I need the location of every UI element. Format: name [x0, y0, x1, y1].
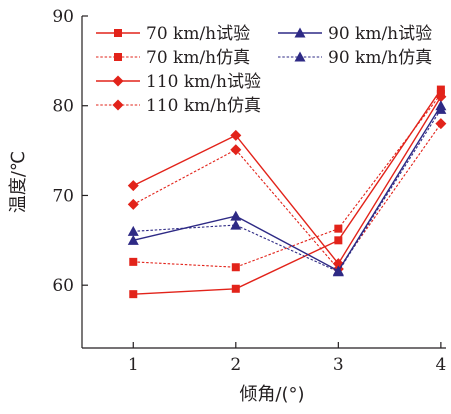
data-point: [332, 266, 344, 277]
y-tick-label: 90: [52, 7, 74, 27]
legend-entry: 90 km/h仿真: [278, 48, 432, 68]
axes: 60 70 80 90 1 2 3 4: [52, 7, 446, 375]
series-layer: [127, 85, 447, 299]
x-tick-label: 2: [230, 355, 241, 375]
legend-marker: [114, 53, 122, 61]
legend-label: 70 km/h试验: [146, 24, 250, 44]
data-point: [127, 180, 139, 192]
series-line: [133, 105, 442, 272]
y-tick-label: 70: [52, 186, 74, 206]
legend-marker: [294, 27, 306, 38]
legend-label: 70 km/h仿真: [146, 48, 250, 68]
data-point: [127, 198, 139, 210]
series-line: [132, 96, 442, 265]
legend-marker: [112, 75, 124, 87]
data-point: [230, 129, 242, 141]
legend-entry: 110 km/h仿真: [96, 96, 261, 116]
legend-label: 90 km/h仿真: [328, 48, 432, 68]
x-tick-label: 1: [128, 355, 139, 375]
y-tick-label: 60: [52, 276, 74, 296]
legend-entry: 70 km/h试验: [96, 24, 250, 44]
series-5: [127, 100, 447, 276]
legend-marker: [112, 99, 124, 111]
data-point: [436, 85, 445, 94]
legend-entry: 90 km/h试验: [278, 24, 432, 44]
series-1: [129, 85, 445, 299]
data-point: [435, 118, 447, 130]
data-point: [230, 144, 242, 156]
data-point: [231, 284, 240, 293]
data-point: [334, 224, 343, 233]
x-tick-label: 3: [333, 355, 344, 375]
series-line: [133, 93, 442, 268]
x-axis-label: 倾角/(°): [239, 384, 304, 405]
series-3: [127, 91, 447, 270]
legend-label: 110 km/h仿真: [146, 96, 261, 116]
series-line: [133, 89, 442, 295]
legend-entry: 110 km/h试验: [96, 72, 261, 92]
data-point: [129, 257, 138, 266]
legend-label: 110 km/h试验: [146, 72, 261, 92]
data-point: [435, 91, 447, 103]
legend-marker: [114, 29, 122, 37]
legend-label: 90 km/h试验: [328, 24, 432, 44]
series-line: [133, 123, 442, 270]
y-tick-label: 80: [52, 97, 74, 117]
series-line: [133, 109, 442, 273]
x-tick-label: 4: [435, 355, 446, 375]
data-point: [231, 263, 240, 272]
y-axis-label: 温度/℃: [8, 151, 29, 213]
legend: 70 km/h试验 70 km/h仿真 110 km/h试验 110 km/h仿真 90…: [96, 24, 432, 116]
data-point: [129, 290, 138, 299]
data-point: [230, 219, 242, 230]
legend-entry: 70 km/h仿真: [96, 48, 250, 68]
series-4: [127, 118, 447, 275]
data-point: [127, 234, 139, 245]
data-point: [230, 210, 242, 221]
data-point: [334, 236, 343, 245]
data-point: [127, 225, 139, 236]
series-6: [127, 103, 447, 277]
data-point: [435, 103, 447, 114]
legend-marker: [294, 51, 306, 62]
